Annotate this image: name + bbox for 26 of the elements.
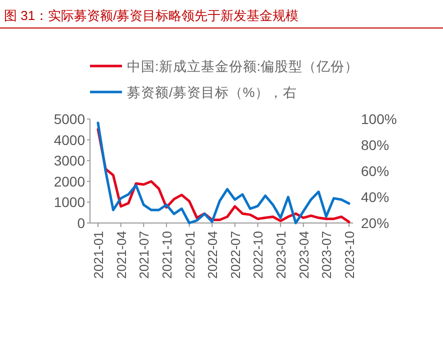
x-tick-label: 2022-07 <box>228 231 243 279</box>
y-tick-label: 4000 <box>54 132 86 148</box>
x-tick-label: 2021-04 <box>114 231 129 279</box>
y-tick-label: 3000 <box>54 152 86 169</box>
x-tick-label: 2021-07 <box>136 231 152 279</box>
y2-tick-label: 40% <box>361 189 390 205</box>
x-tick-label: 2022-01 <box>182 231 198 279</box>
y-tick-label: 0 <box>77 215 86 231</box>
x-tick-label: 2023-01 <box>274 231 289 279</box>
x-tick-label: 2022-10 <box>250 231 266 279</box>
y2-tick-label: 80% <box>361 137 390 153</box>
x-tick-label: 2023-07 <box>319 231 334 279</box>
x-tick-label: 2021-01 <box>91 231 106 279</box>
y-tick-label: 2000 <box>54 173 86 190</box>
legend-label: 募资额/募资目标（%），右 <box>127 85 297 100</box>
y2-tick-label: 100% <box>361 111 397 127</box>
x-tick-label: 2023-10 <box>342 231 357 279</box>
x-tick-label: 2022-04 <box>205 231 220 279</box>
y2-tick-label: 60% <box>361 163 390 179</box>
y-tick-label: 1000 <box>54 194 86 210</box>
chart-title: 图 31：实际募资额/募资目标略领先于新发基金规模 <box>4 8 299 23</box>
x-tick-label: 2023-04 <box>296 231 312 279</box>
y-tick-label: 5000 <box>54 111 86 127</box>
x-tick-label: 2021-10 <box>159 231 174 279</box>
y2-tick-label: 20% <box>361 215 390 231</box>
legend-label: 中国:新成立基金份额:偏股型（亿份） <box>127 59 359 74</box>
